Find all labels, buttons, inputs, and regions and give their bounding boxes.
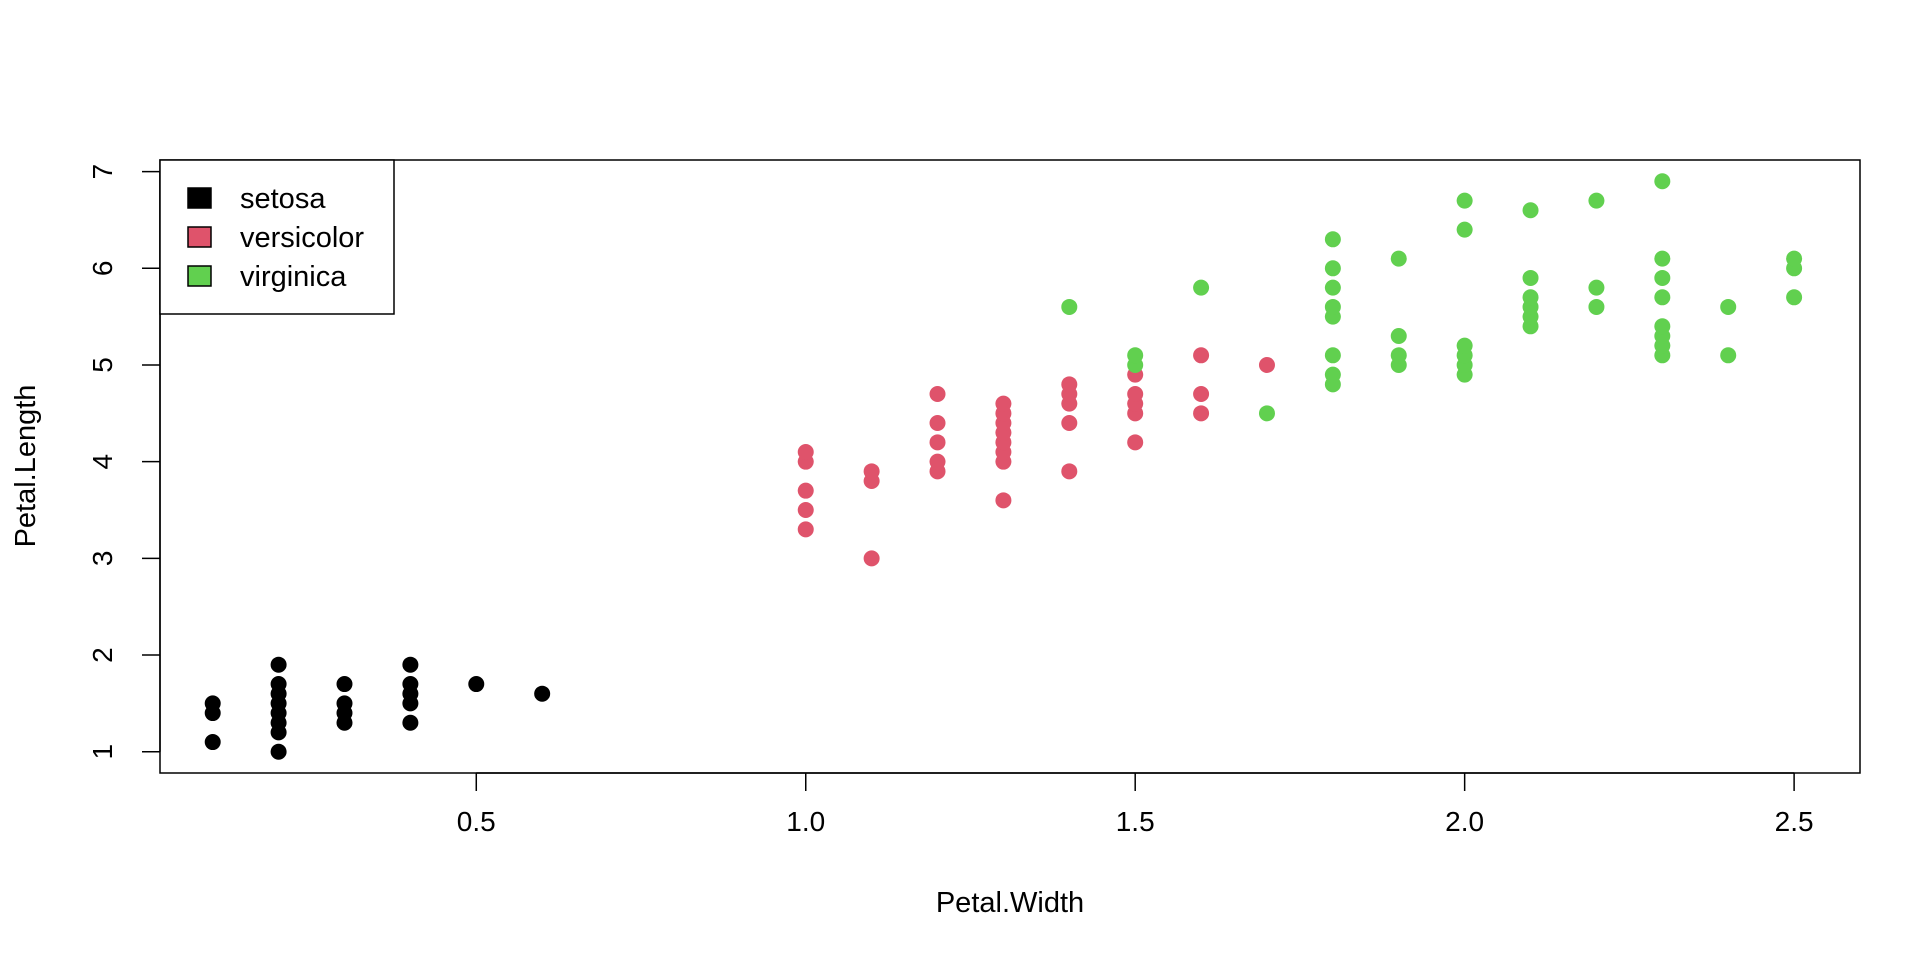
data-point-virginica [1588,192,1605,209]
y-axis-label: Petal.Length [10,385,42,548]
y-tick-label: 4 [87,454,118,470]
data-points [204,173,1803,760]
data-point-setosa [270,676,287,693]
data-point-virginica [1720,347,1737,364]
data-point-virginica [1654,318,1671,335]
data-point-setosa [336,676,353,693]
data-point-virginica [1588,298,1605,315]
data-point-virginica [1061,298,1078,315]
data-point-virginica [1390,327,1407,344]
data-point-virginica [1588,279,1605,296]
data-point-virginica [1456,337,1473,354]
data-point-versicolor [797,502,814,519]
legend-swatch-versicolor [187,226,212,248]
data-point-virginica [1324,231,1341,248]
y-tick-label: 5 [87,357,118,373]
data-point-virginica [1654,289,1671,306]
x-tick-label: 1.5 [1116,806,1155,837]
data-point-versicolor [995,492,1012,509]
data-point-virginica [1456,221,1473,238]
data-point-setosa [402,656,419,673]
data-point-virginica [1522,269,1539,286]
legend-label-versicolor: versicolor [240,222,364,254]
data-point-versicolor [929,453,946,470]
x-tick-label: 0.5 [457,806,496,837]
data-point-virginica [1324,279,1341,296]
data-point-versicolor [863,550,880,567]
data-point-setosa [336,695,353,712]
y-tick-label: 2 [87,647,118,663]
data-point-virginica [1324,366,1341,383]
data-point-setosa [204,695,221,712]
data-point-setosa [402,676,419,693]
data-point-versicolor [1258,356,1275,373]
data-point-versicolor [797,482,814,499]
data-point-versicolor [1193,385,1210,402]
data-point-versicolor [929,434,946,451]
data-point-virginica [1786,289,1803,306]
data-point-virginica [1522,202,1539,219]
data-point-setosa [402,714,419,731]
data-point-virginica [1456,192,1473,209]
data-point-virginica [1720,298,1737,315]
x-tick-label: 1.0 [786,806,825,837]
data-point-versicolor [863,463,880,480]
data-point-setosa [468,676,485,693]
data-point-versicolor [797,443,814,460]
data-point-virginica [1258,405,1275,422]
data-point-setosa [534,685,551,702]
legend-swatch-setosa [187,187,212,209]
data-point-versicolor [929,385,946,402]
legend: setosa versicolor virginica [159,159,395,315]
x-tick-label: 2.5 [1775,806,1814,837]
data-point-virginica [1522,289,1539,306]
data-point-versicolor [1127,434,1144,451]
legend-label-virginica: virginica [240,261,347,293]
data-point-virginica [1390,250,1407,267]
data-point-versicolor [1193,405,1210,422]
x-axis-label: Petal.Width [936,887,1084,919]
data-point-virginica [1654,173,1671,190]
data-point-versicolor [1127,385,1144,402]
y-tick-label: 6 [87,261,118,277]
data-point-virginica [1324,260,1341,277]
data-point-virginica [1654,269,1671,286]
data-point-versicolor [929,414,946,431]
data-point-virginica [1786,250,1803,267]
data-point-virginica [1193,279,1210,296]
y-tick-label: 1 [87,744,118,760]
data-point-versicolor [797,521,814,538]
legend-label-setosa: setosa [240,183,326,215]
axis-ticks: 0.5 1.0 1.5 2.0 2.5 1 2 3 4 5 6 7 [87,164,1814,837]
data-point-versicolor [1061,376,1078,393]
data-point-setosa [204,734,221,751]
data-point-virginica [1390,347,1407,364]
data-point-setosa [270,743,287,760]
data-point-virginica [1127,347,1144,364]
data-point-virginica [1654,250,1671,267]
data-point-versicolor [1061,414,1078,431]
data-point-setosa [270,656,287,673]
x-tick-label: 2.0 [1445,806,1484,837]
legend-swatch-virginica [187,265,212,287]
y-tick-label: 7 [87,164,118,180]
data-point-virginica [1324,298,1341,315]
data-point-virginica [1324,347,1341,364]
data-point-versicolor [1061,463,1078,480]
data-point-versicolor [1193,347,1210,364]
y-tick-label: 3 [87,551,118,567]
data-point-versicolor [995,395,1012,412]
